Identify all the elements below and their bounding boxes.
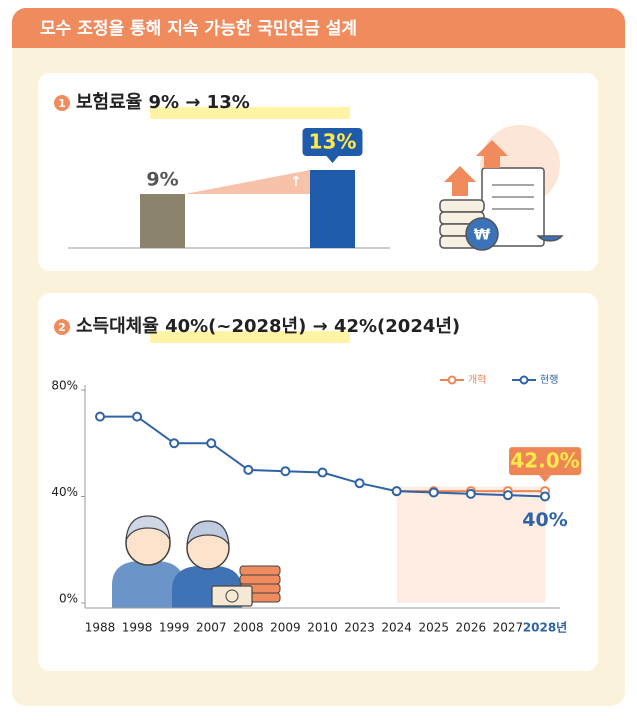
title-highlight <box>150 331 350 343</box>
illustration <box>112 515 281 608</box>
value-label-box <box>302 128 363 156</box>
x-tick-label: 2023 <box>344 621 375 635</box>
x-tick-label: 2010 <box>307 621 338 635</box>
badge-number: 1 <box>58 97 66 110</box>
header-title: 모수 조정을 통해 지속 가능한 국민연금 설계 <box>40 19 357 39</box>
x-tick-label: 2028년 <box>523 621 567 635</box>
x-tick-label: 2025 <box>418 621 449 635</box>
point <box>354 478 365 489</box>
point <box>502 490 513 501</box>
y-tick-label: 80% <box>51 379 78 393</box>
point <box>465 488 476 499</box>
panel <box>38 293 598 671</box>
x-tick-label: 2009 <box>270 621 301 635</box>
x-tick-label: 1998 <box>122 621 153 635</box>
badge-number: 2 <box>58 321 66 334</box>
badge <box>54 95 70 111</box>
value-label-pointer <box>539 475 551 483</box>
point <box>280 466 291 477</box>
forecast-region <box>396 486 545 603</box>
point <box>243 464 254 475</box>
value-label: 13% <box>309 130 357 154</box>
value-label-box <box>509 447 581 476</box>
point <box>428 487 439 498</box>
bar <box>140 194 185 248</box>
bar <box>310 170 355 248</box>
svg-text:₩: ₩ <box>474 226 491 244</box>
point <box>317 467 328 478</box>
value-label: 40% <box>522 509 567 531</box>
increase-arrow: ↑ <box>290 174 302 190</box>
x-tick-label: 1988 <box>85 621 116 635</box>
point <box>206 438 217 449</box>
point <box>169 438 180 449</box>
x-tick-label: 2027 <box>493 621 524 635</box>
legend-marker <box>447 375 457 385</box>
chart-title: 보험료율 9% → 13% <box>76 91 250 113</box>
y-tick-label: 0% <box>59 592 78 606</box>
chart-title: 소득대체율 40%(~2028년) → 42%(2024년) <box>76 316 460 337</box>
legend-label: 개혁 <box>468 374 486 386</box>
x-tick-label: 2024 <box>381 621 412 635</box>
x-tick-label: 2007 <box>196 621 227 635</box>
x-tick-label: 2026 <box>456 621 487 635</box>
increase-wedge <box>185 170 310 194</box>
y-tick-label: 40% <box>51 485 78 499</box>
point <box>391 486 402 497</box>
point <box>95 411 105 422</box>
illustration: ₩ <box>439 125 564 251</box>
value-label: 42.0% <box>510 449 579 473</box>
point <box>540 491 550 502</box>
badge <box>54 319 70 335</box>
value-label: 9% <box>146 169 178 191</box>
legend-marker <box>519 375 529 385</box>
title-highlight <box>150 107 350 119</box>
legend-label: 현행 <box>540 374 558 386</box>
header-bar <box>12 8 625 48</box>
value-label-pointer <box>326 156 339 163</box>
x-tick-label: 2008 <box>233 621 264 635</box>
point <box>132 411 143 422</box>
x-tick-label: 1999 <box>159 621 190 635</box>
